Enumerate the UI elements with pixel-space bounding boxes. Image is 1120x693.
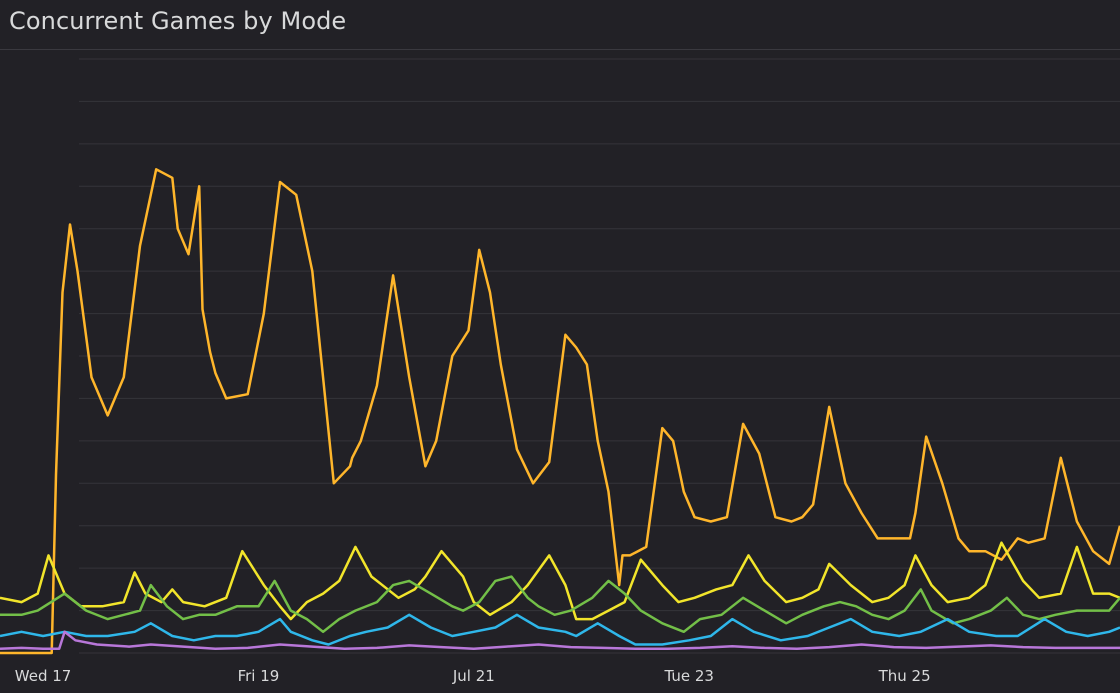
series-line-3[interactable] <box>0 575 1120 634</box>
series-line-4[interactable] <box>0 613 1120 646</box>
series-line-5[interactable] <box>0 630 1120 651</box>
series-line-2[interactable] <box>0 541 1120 621</box>
x-axis: Wed 17 Fri 19 Jul 21 Tue 23 Thu 25 <box>15 667 931 685</box>
x-tick-label: Tue 23 <box>663 667 713 685</box>
x-tick-label: Jul 21 <box>452 667 495 685</box>
series-lines <box>0 168 1120 655</box>
x-tick-label: Wed 17 <box>15 667 72 685</box>
panel-title: Concurrent Games by Mode <box>9 7 347 35</box>
title-divider <box>0 49 1120 50</box>
x-tick-label: Thu 25 <box>878 667 931 685</box>
x-tick-label: Fri 19 <box>238 667 280 685</box>
series-line-1[interactable] <box>0 168 1120 655</box>
grid-lines <box>79 58 1120 654</box>
